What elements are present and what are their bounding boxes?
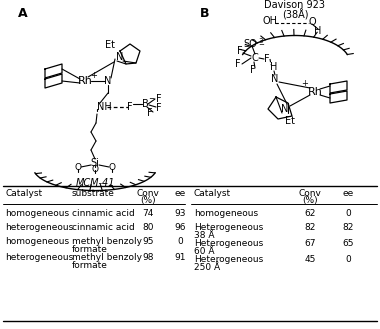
Text: O: O [109, 163, 116, 171]
Text: Heterogeneous: Heterogeneous [194, 223, 263, 232]
Text: methyl benzoly: methyl benzoly [72, 237, 142, 246]
Polygon shape [330, 91, 347, 103]
Text: A: A [18, 7, 28, 20]
Text: substrate: substrate [72, 189, 115, 198]
Text: heterogeneous: heterogeneous [5, 223, 73, 232]
Text: Rh: Rh [78, 76, 92, 86]
Text: NH: NH [97, 102, 112, 112]
Text: OH: OH [263, 16, 277, 26]
Text: formate: formate [72, 245, 108, 254]
Text: 93: 93 [174, 209, 186, 218]
Text: H: H [314, 26, 322, 36]
Text: MCM-41: MCM-41 [75, 178, 115, 188]
Text: ee: ee [342, 189, 354, 198]
Text: 65: 65 [342, 239, 354, 248]
Polygon shape [330, 81, 347, 93]
Text: 62: 62 [304, 209, 316, 218]
Text: homogeneous: homogeneous [5, 209, 69, 218]
Text: 82: 82 [304, 223, 316, 232]
Text: 250 Å: 250 Å [194, 263, 220, 272]
Text: O: O [74, 163, 81, 171]
Text: −: − [258, 42, 264, 48]
Text: F: F [156, 94, 162, 104]
Text: Conv: Conv [299, 189, 321, 198]
Text: 74: 74 [142, 209, 154, 218]
Text: F: F [235, 59, 241, 69]
Polygon shape [45, 74, 62, 88]
Text: B: B [142, 99, 148, 109]
Text: +: + [302, 80, 309, 89]
Text: SO: SO [243, 39, 257, 49]
Text: 96: 96 [174, 223, 186, 232]
Polygon shape [45, 64, 62, 78]
Text: Rh: Rh [307, 87, 323, 97]
Text: 0: 0 [177, 237, 183, 246]
Text: N: N [116, 52, 124, 62]
Text: F: F [250, 65, 256, 75]
Text: F: F [156, 103, 162, 113]
Text: 38 Å: 38 Å [194, 231, 214, 240]
Text: F: F [237, 46, 243, 56]
Text: 0: 0 [345, 255, 351, 264]
Text: 91: 91 [174, 253, 186, 262]
Text: O: O [92, 164, 98, 173]
Text: N: N [281, 104, 289, 114]
Text: H: H [270, 62, 278, 72]
Text: 80: 80 [142, 223, 154, 232]
Text: C: C [252, 53, 258, 63]
Text: Catalyst: Catalyst [5, 189, 42, 198]
Text: (38Å): (38Å) [282, 9, 308, 20]
Text: ee: ee [174, 189, 185, 198]
Text: F: F [127, 102, 133, 112]
Text: F: F [264, 54, 270, 64]
Text: formate: formate [72, 261, 108, 270]
Text: cinnamic acid: cinnamic acid [72, 209, 135, 218]
Text: +: + [90, 70, 97, 80]
Text: N: N [105, 76, 112, 86]
Text: methyl benzoly: methyl benzoly [72, 253, 142, 262]
Text: Conv: Conv [136, 189, 160, 198]
Text: B: B [200, 7, 209, 20]
Text: 95: 95 [142, 237, 154, 246]
Text: −: − [148, 94, 154, 104]
Text: 60 Å: 60 Å [194, 247, 214, 256]
Text: homogeneous: homogeneous [194, 209, 258, 218]
Text: N: N [271, 74, 279, 84]
Text: heterogeneous: heterogeneous [5, 253, 73, 262]
Text: 82: 82 [342, 223, 354, 232]
Text: Et: Et [285, 116, 295, 126]
Text: Catalyst: Catalyst [194, 189, 231, 198]
Text: F: F [147, 108, 153, 118]
Text: Davison 923: Davison 923 [264, 0, 326, 10]
Text: Et: Et [105, 40, 115, 50]
Text: 3: 3 [259, 38, 263, 44]
Text: cinnamic acid: cinnamic acid [72, 223, 135, 232]
Text: (%): (%) [302, 196, 318, 206]
Text: 98: 98 [142, 253, 154, 262]
Text: O: O [308, 17, 316, 27]
Text: 45: 45 [304, 255, 316, 264]
Text: Heterogeneous: Heterogeneous [194, 255, 263, 264]
Text: (%): (%) [140, 196, 156, 206]
Text: 67: 67 [304, 239, 316, 248]
Text: Heterogeneous: Heterogeneous [194, 239, 263, 248]
Text: 0: 0 [345, 209, 351, 218]
Text: Si: Si [90, 158, 100, 168]
Text: homogeneous: homogeneous [5, 237, 69, 246]
